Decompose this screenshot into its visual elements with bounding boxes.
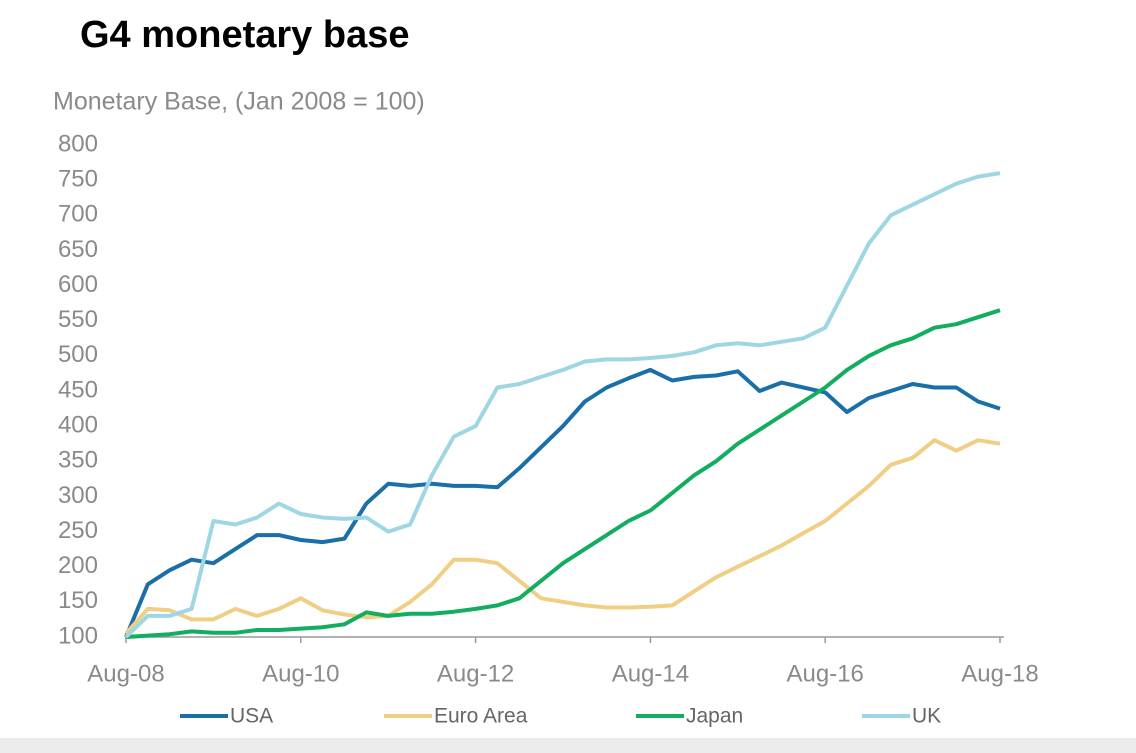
y-tick-label: 550 (58, 306, 98, 333)
y-tick-label: 500 (58, 341, 98, 368)
legend-label: USA (230, 705, 273, 728)
series-line (124, 367, 1001, 638)
y-tick-label: 100 (58, 622, 98, 649)
y-tick-label: 400 (58, 411, 98, 438)
x-tick-label: Aug-18 (961, 660, 1038, 687)
y-tick-label: 700 (58, 201, 98, 228)
x-tick-label: Aug-14 (612, 660, 689, 687)
chart-title: G4 monetary base (80, 14, 409, 56)
series-line (124, 438, 1001, 635)
y-tick-label: 450 (58, 376, 98, 403)
x-tick-label: Aug-12 (437, 660, 514, 687)
bottom-strip (0, 738, 1136, 753)
y-tick-label: 750 (58, 165, 98, 192)
y-tick-label: 200 (58, 552, 98, 579)
y-tick-label: 350 (58, 447, 98, 474)
x-tick-label: Aug-08 (87, 660, 164, 687)
series-line (125, 308, 1001, 639)
y-tick-label: 150 (58, 587, 98, 614)
legend-label: Euro Area (434, 705, 528, 728)
legend-label: UK (912, 705, 941, 728)
y-tick-label: 250 (58, 517, 98, 544)
series-line (124, 171, 1001, 639)
y-tick-label: 600 (58, 271, 98, 298)
y-axis-label: Monetary Base, (Jan 2008 = 100) (53, 88, 425, 116)
legend-label: Japan (686, 705, 743, 728)
y-tick-label: 650 (58, 236, 98, 263)
y-tick-label: 300 (58, 482, 98, 509)
x-tick-label: Aug-16 (787, 660, 864, 687)
x-tick-label: Aug-10 (262, 660, 339, 687)
y-tick-label: 800 (58, 130, 98, 157)
